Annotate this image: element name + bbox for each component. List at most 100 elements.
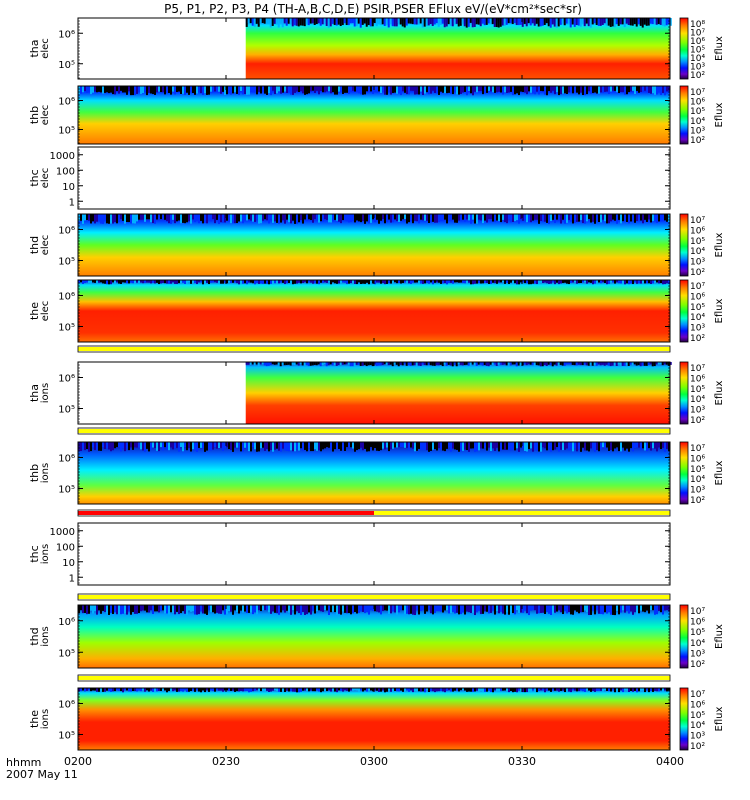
- colorbar: [679, 687, 689, 751]
- colorbar-tick-label: 10⁶: [690, 454, 705, 464]
- y-axis-sublabel: ions: [40, 383, 51, 403]
- y-tick-label: 10⁵: [58, 126, 75, 137]
- colorbar-tick-label: 10³: [690, 649, 705, 659]
- y-tick-label: 10⁵: [58, 257, 75, 268]
- colorbar: [679, 604, 689, 669]
- colorbar-tick-label: 10⁵: [690, 303, 705, 313]
- colorbar: [679, 279, 689, 343]
- low-count-noise: [78, 214, 670, 224]
- y-axis-label: tha: [28, 39, 41, 57]
- y-tick-label: 10⁶: [58, 226, 75, 237]
- y-tick-label: 1: [69, 197, 75, 208]
- y-axis-label: thb: [28, 464, 41, 482]
- y-tick-label: 100: [56, 166, 75, 177]
- y-tick-label: 10⁵: [58, 323, 75, 334]
- colorbar: [679, 213, 689, 277]
- colorbar-tick-label: 10⁶: [690, 374, 705, 384]
- low-count-noise: [245, 18, 672, 28]
- panel-thc-elec: 1000 100 10 1 thc elec: [28, 146, 671, 210]
- colorbar-tick-label: 10⁵: [690, 237, 705, 247]
- colorbar-tick-label: 10⁴: [690, 395, 705, 405]
- colorbar-label: Eflux: [714, 624, 725, 649]
- colorbar-tick-label: 10⁵: [690, 465, 705, 475]
- colorbar-tick-label: 10⁴: [690, 721, 705, 731]
- colorbar-label: Eflux: [714, 460, 725, 485]
- colorbar-tick-label: 10³: [690, 486, 705, 496]
- colorbar-tick-label: 10⁶: [690, 98, 705, 108]
- colorbar-tick-label: 10²: [690, 71, 705, 81]
- y-axis-label: the: [28, 302, 41, 320]
- y-axis-sublabel: ions: [40, 544, 51, 564]
- low-count-noise: [78, 688, 670, 693]
- x-tick-label: 0200: [64, 755, 92, 768]
- panel-ticks: [78, 282, 670, 341]
- y-tick-label: 10⁵: [58, 60, 75, 71]
- y-tick-label: 1000: [50, 527, 75, 538]
- colorbar-label: Eflux: [714, 232, 725, 257]
- y-axis-sublabel: elec: [40, 168, 51, 189]
- y-tick-label: 10⁶: [58, 617, 75, 628]
- y-tick-label: 10: [62, 182, 75, 193]
- colorbar-tick-label: 10⁴: [690, 54, 705, 64]
- low-count-noise: [78, 605, 670, 616]
- y-axis-sublabel: elec: [40, 301, 51, 322]
- y-axis-sublabel: ions: [40, 709, 51, 729]
- low-count-noise: [78, 442, 670, 452]
- y-tick-label: 10⁵: [58, 485, 75, 496]
- panel-ticks: [78, 20, 670, 79]
- colorbar-tick-label: 10⁴: [690, 639, 705, 649]
- panel-frame: [77, 146, 671, 210]
- y-axis-label: thd: [28, 236, 41, 254]
- colorbar-tick-label: 10⁷: [690, 444, 705, 454]
- colorbar-tick-label: 10³: [690, 732, 705, 742]
- colorbar-tick-label: 10⁷: [690, 29, 705, 39]
- panel-ticks: [78, 149, 670, 208]
- colorbar-tick-label: 10³: [690, 258, 705, 268]
- colorbar-tick-label: 10³: [690, 406, 705, 416]
- colorbar: [679, 17, 689, 80]
- colorbar-tick-label: 10⁷: [690, 607, 705, 617]
- colorbar-tick-label: 10⁸: [690, 20, 705, 30]
- colorbar-tick-label: 10⁶: [690, 292, 705, 302]
- y-tick-label: 10⁶: [58, 374, 75, 385]
- y-tick-label: 10⁶: [58, 292, 75, 303]
- quality-flag-bar: [77, 345, 671, 353]
- y-axis-label: thd: [28, 627, 41, 645]
- colorbar: [679, 441, 689, 505]
- y-tick-label: 10: [62, 558, 75, 569]
- colorbar-tick-label: 10²: [690, 742, 705, 752]
- colorbar-label: Eflux: [714, 380, 725, 405]
- y-tick-label: 10⁵: [58, 648, 75, 659]
- colorbar-tick-label: 10⁵: [690, 385, 705, 395]
- spectrogram-image: [78, 280, 670, 342]
- colorbar-tick-label: 10⁶: [690, 618, 705, 628]
- colorbar-label: Eflux: [714, 298, 725, 323]
- colorbar-tick-label: 10⁶: [690, 226, 705, 236]
- spectrogram-image: [78, 442, 670, 504]
- y-axis-sublabel: elec: [40, 105, 51, 126]
- y-tick-label: 10⁶: [58, 97, 75, 108]
- y-tick-label: 10⁵: [58, 731, 75, 742]
- panel-ticks: [78, 444, 670, 503]
- colorbar-tick-label: 10⁵: [690, 107, 705, 117]
- y-axis-sublabel: ions: [40, 463, 51, 483]
- colorbar-tick-label: 10⁷: [690, 88, 705, 98]
- colorbar-tick-label: 10³: [690, 126, 705, 136]
- panel-ticks: [78, 525, 670, 584]
- colorbar-tick-label: 10⁴: [690, 475, 705, 485]
- y-axis-label: thc: [28, 169, 41, 186]
- colorbar-tick-label: 10³: [690, 324, 705, 334]
- colorbar-tick-label: 10⁵: [690, 46, 705, 56]
- colorbar-tick-label: 10³: [690, 63, 705, 73]
- colorbar-tick-label: 10⁷: [690, 690, 705, 700]
- colorbar-label: Eflux: [714, 102, 725, 127]
- y-tick-label: 10⁶: [58, 700, 75, 711]
- colorbar-tick-label: 10⁵: [690, 628, 705, 638]
- spectrogram-image: [78, 86, 670, 144]
- y-axis-sublabel: elec: [40, 235, 51, 256]
- quality-flag-bar: [77, 509, 671, 517]
- colorbar-label: Eflux: [714, 36, 725, 61]
